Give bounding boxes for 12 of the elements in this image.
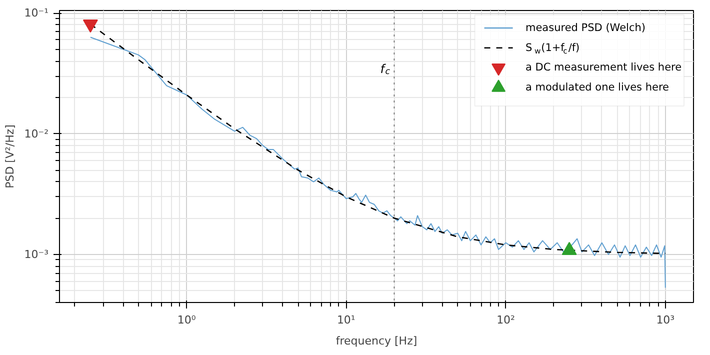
x-tick-label: 10⁰ xyxy=(177,314,196,326)
y-tick-label: 10⁻³ xyxy=(24,248,49,261)
legend-label: a modulated one lives here xyxy=(525,82,670,94)
x-tick-label: 10¹ xyxy=(336,314,356,326)
y-tick-label: 10⁻¹ xyxy=(24,6,49,20)
y-axis-title: PSD [V²/Hz] xyxy=(3,124,16,188)
x-axis-title: frequency [Hz] xyxy=(336,334,418,348)
y-tick-label: 10⁻² xyxy=(24,127,49,140)
x-tick-label: 10³ xyxy=(656,314,675,326)
x-tick-label: 10² xyxy=(496,314,515,326)
legend-label: a DC measurement lives here xyxy=(525,62,682,74)
legend-label: measured PSD (Welch) xyxy=(525,22,646,34)
